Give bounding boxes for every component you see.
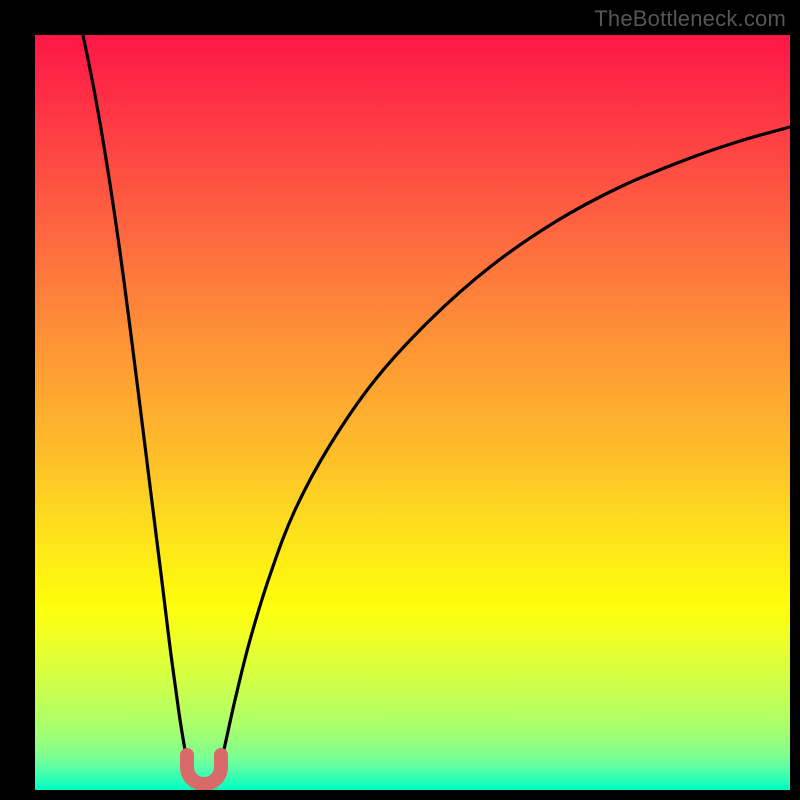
minimum-marker: [187, 755, 221, 784]
curve-right-branch: [219, 127, 790, 770]
curve-left-branch: [83, 35, 189, 770]
chart-frame: TheBottleneck.com: [0, 0, 800, 800]
curve-layer: [35, 35, 790, 790]
plot-area: [35, 35, 790, 790]
attribution-label: TheBottleneck.com: [594, 6, 786, 32]
